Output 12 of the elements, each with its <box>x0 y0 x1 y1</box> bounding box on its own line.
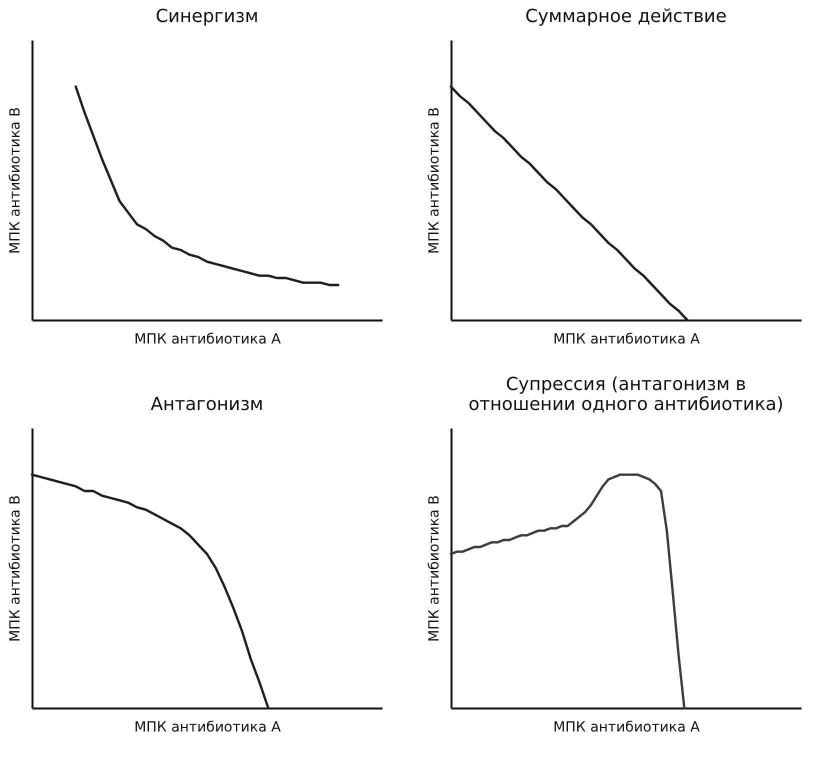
x-axis-title: МПК антибиотика А <box>134 720 282 736</box>
chart-title: Супрессия (антагонизм в отношении одного антибиотика) <box>468 374 784 415</box>
chart-title: Суммарное действие <box>525 6 727 27</box>
y-axis-title: МПК антибиотика В <box>8 107 24 254</box>
x-axis-title: МПК антибиотика А <box>553 720 700 736</box>
y-axis-title: МПК антибиотика В <box>8 495 24 642</box>
chart-title: Антагонизм <box>150 394 264 415</box>
y-axis-title: МПК антибиотика В <box>426 107 442 254</box>
chart-title: Синергизм <box>156 6 258 27</box>
y-axis-title: МПК антибиотика В <box>426 495 442 642</box>
x-axis-title: МПК антибиотика А <box>134 332 282 348</box>
x-axis-title: МПК антибиотика А <box>553 332 700 348</box>
